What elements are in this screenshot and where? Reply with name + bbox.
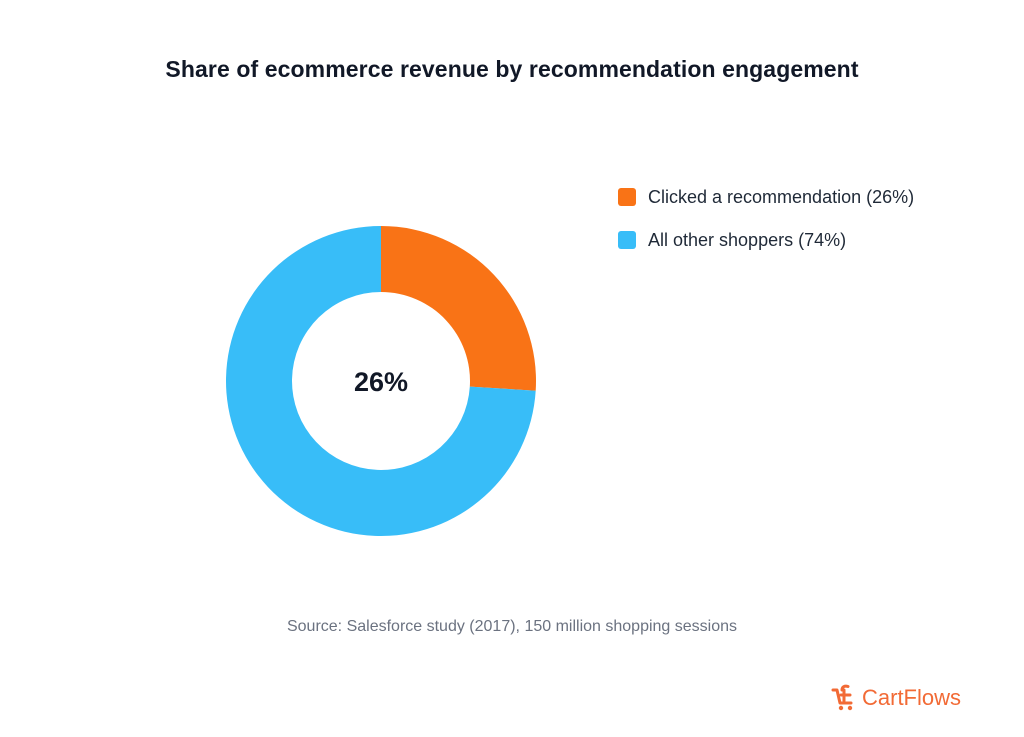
center-value-label: 26% bbox=[354, 367, 408, 397]
legend-item-clicked: Clicked a recommendation (26%) bbox=[618, 183, 914, 211]
source-note: Source: Salesforce study (2017), 150 mil… bbox=[286, 618, 738, 635]
cartflows-logo-icon bbox=[831, 684, 853, 711]
donut-slice-other bbox=[226, 226, 536, 536]
chart-title: Share of ecommerce revenue by recommenda… bbox=[165, 56, 859, 82]
donut-slice-clicked bbox=[381, 226, 536, 391]
brand-name: CartFlows bbox=[862, 685, 962, 710]
legend-swatch-other bbox=[618, 231, 636, 249]
legend-swatch-clicked bbox=[618, 188, 636, 206]
legend-item-other: All other shoppers (74%) bbox=[618, 226, 914, 254]
chart-legend: Clicked a recommendation (26%) All other… bbox=[618, 183, 914, 269]
brand-logo: CartFlows bbox=[830, 682, 961, 714]
donut-slices bbox=[226, 226, 536, 536]
legend-label-clicked: Clicked a recommendation (26%) bbox=[648, 186, 915, 207]
legend-label-other: All other shoppers (74%) bbox=[648, 229, 847, 250]
